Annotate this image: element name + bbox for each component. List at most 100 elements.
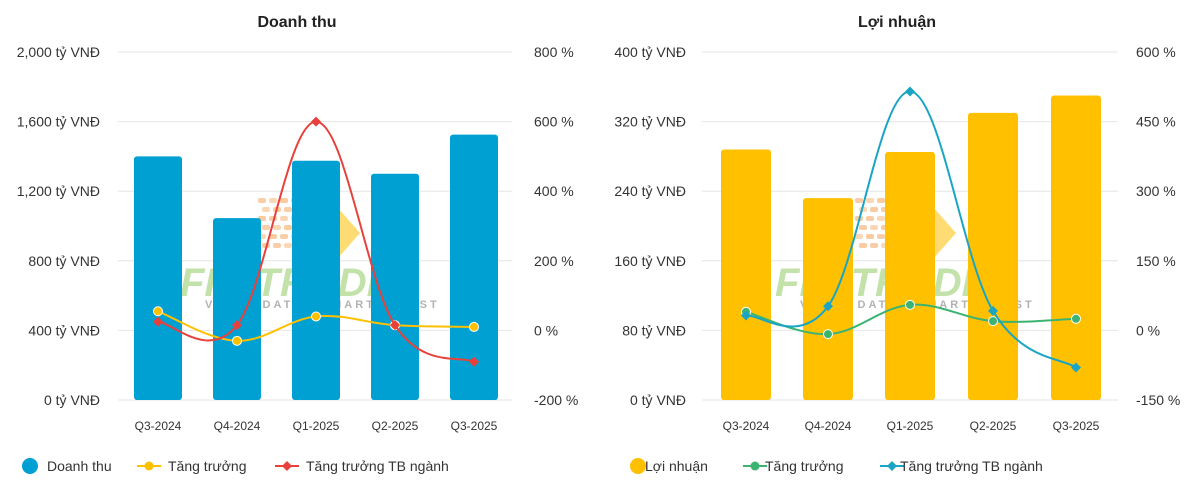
revenue-point-industry-growth-Q4-2024[interactable] (232, 320, 242, 331)
profit-point-industry-growth-Q3-2024[interactable] (741, 310, 751, 321)
y-left-tick-label: 2,000 tỷ VNĐ (17, 44, 100, 60)
legend-circle-marker-icon (750, 461, 760, 471)
x-tick-label: Q3-2024 (723, 419, 770, 433)
y-right-tick-label: 300 % (1136, 183, 1176, 199)
profit-bar-Q2-2025[interactable] (968, 112, 1018, 401)
x-tick-label: Q2-2025 (970, 419, 1017, 433)
profit-bar-Q3-2024[interactable] (721, 149, 771, 400)
legend-item-profit-2[interactable]: Tăng trưởng TB ngành (880, 458, 1043, 474)
revenue-bar-Q2-2025[interactable] (371, 173, 419, 400)
legend-label: Tăng trưởng TB ngành (900, 458, 1043, 474)
y-right-tick-label: 400 % (534, 183, 574, 199)
revenue-bar-Q3-2024[interactable] (134, 156, 182, 400)
legend-label: Tăng trưởng (765, 458, 843, 474)
y-left-tick-label: 400 tỷ VNĐ (614, 44, 686, 60)
watermark-dash (284, 225, 292, 230)
watermark-dash (877, 234, 885, 239)
watermark-dash (280, 216, 288, 221)
watermark-dash (262, 207, 270, 212)
y-left-tick-label: 0 tỷ VNĐ (44, 392, 100, 408)
watermark-dash (262, 225, 270, 230)
y-right-tick-label: 600 % (534, 114, 574, 130)
watermark-dash (870, 225, 878, 230)
x-tick-label: Q4-2024 (214, 419, 261, 433)
y-left-tick-label: 320 tỷ VNĐ (614, 114, 686, 130)
watermark-dash (877, 216, 885, 221)
legend-item-revenue-1[interactable]: Tăng trưởng (137, 458, 246, 474)
watermark-dash (855, 234, 863, 239)
profit-point-growth-Q1-2025[interactable] (905, 299, 915, 310)
revenue-point-growth-Q3-2025[interactable] (469, 321, 479, 332)
profit-point-industry-growth-Q4-2024[interactable] (823, 301, 833, 312)
watermark-dash (280, 198, 288, 203)
watermark-chevron-icon (338, 208, 360, 258)
revenue-point-industry-growth-Q3-2024[interactable] (153, 316, 163, 327)
revenue-point-industry-growth-Q2-2025[interactable] (390, 320, 400, 331)
y-left-tick-label: 240 tỷ VNĐ (614, 183, 686, 199)
revenue-point-growth-Q3-2024[interactable] (153, 306, 163, 317)
watermark-dash (273, 225, 281, 230)
watermark-dash (269, 234, 277, 239)
watermark-dash (866, 234, 874, 239)
legend-diamond-marker-icon (887, 461, 897, 471)
revenue-bar-Q4-2024[interactable] (213, 218, 261, 400)
y-right-tick-label: 600 % (1136, 44, 1176, 60)
profit-bar-Q1-2025[interactable] (885, 152, 935, 400)
y-right-tick-label: 0 % (534, 322, 558, 338)
legend-label: Tăng trưởng (168, 458, 246, 474)
y-right-tick-label: -150 % (1136, 392, 1180, 408)
legend-item-profit-0[interactable]: Lợi nhuận (630, 458, 708, 474)
watermark-dash (258, 198, 266, 203)
y-left-tick-label: 800 tỷ VNĐ (28, 253, 100, 269)
legend-item-revenue-2[interactable]: Tăng trưởng TB ngành (275, 458, 449, 474)
legend-item-profit-1[interactable]: Tăng trưởng (743, 458, 843, 474)
profit-bar-Q4-2024[interactable] (803, 198, 853, 400)
x-tick-label: Q1-2025 (293, 419, 340, 433)
x-tick-label: Q3-2025 (1053, 419, 1100, 433)
x-tick-label: Q1-2025 (887, 419, 934, 433)
x-tick-label: Q4-2024 (805, 419, 852, 433)
profit-point-industry-growth-Q3-2025[interactable] (1071, 362, 1081, 373)
legend-label: Tăng trưởng TB ngành (306, 458, 449, 474)
watermark-chevron-icon (934, 208, 956, 258)
y-right-tick-label: 450 % (1136, 114, 1176, 130)
x-tick-label: Q3-2024 (135, 419, 182, 433)
watermark-dash (859, 225, 867, 230)
watermark-dash (859, 243, 867, 248)
profit-point-growth-Q2-2025[interactable] (988, 316, 998, 327)
profit-chart: Lợi nhuận 0 tỷ VNĐ 80 tỷ VNĐ 160 tỷ VNĐ 240 … (614, 14, 1180, 474)
y-left-tick-label: 1,600 tỷ VNĐ (17, 114, 100, 130)
watermark-dash (284, 243, 292, 248)
watermark-dash (866, 216, 874, 221)
profit-point-growth-Q3-2025[interactable] (1071, 313, 1081, 324)
legend-bar-swatch-icon (630, 458, 646, 474)
revenue-chart: Doanh thu 0 tỷ VNĐ 400 tỷ VNĐ 800 tỷ VNĐ 1,2… (17, 14, 578, 474)
watermark-dash (855, 198, 863, 203)
revenue-point-industry-growth-Q1-2025[interactable] (311, 116, 321, 127)
legend-bar-swatch-icon (22, 458, 38, 474)
profit-point-industry-growth-Q2-2025[interactable] (988, 305, 998, 316)
y-left-tick-label: 80 tỷ VNĐ (622, 322, 686, 338)
y-right-tick-label: 800 % (534, 44, 574, 60)
revenue-point-industry-growth-Q3-2025[interactable] (469, 356, 479, 367)
profit-chart-title: Lợi nhuận (858, 14, 936, 31)
watermark-dash (870, 207, 878, 212)
profit-point-growth-Q4-2024[interactable] (823, 329, 833, 340)
y-right-tick-label: 200 % (534, 253, 574, 269)
legend-diamond-marker-icon (282, 461, 292, 471)
legend-item-revenue-0[interactable]: Doanh thu (22, 458, 112, 474)
revenue-point-growth-Q4-2024[interactable] (232, 335, 242, 346)
revenue-bar-Q3-2025[interactable] (450, 134, 498, 400)
y-right-tick-label: 0 % (1136, 322, 1160, 338)
legend-circle-marker-icon (144, 461, 154, 471)
watermark-dash (269, 198, 277, 203)
y-left-tick-label: 400 tỷ VNĐ (28, 322, 100, 338)
x-tick-label: Q2-2025 (372, 419, 419, 433)
profit-point-industry-growth-Q1-2025[interactable] (905, 86, 915, 97)
revenue-bar-Q1-2025[interactable] (292, 160, 340, 400)
profit-bar-Q3-2025[interactable] (1051, 95, 1101, 401)
revenue-point-growth-Q1-2025[interactable] (311, 311, 321, 322)
watermark-dash (877, 198, 885, 203)
